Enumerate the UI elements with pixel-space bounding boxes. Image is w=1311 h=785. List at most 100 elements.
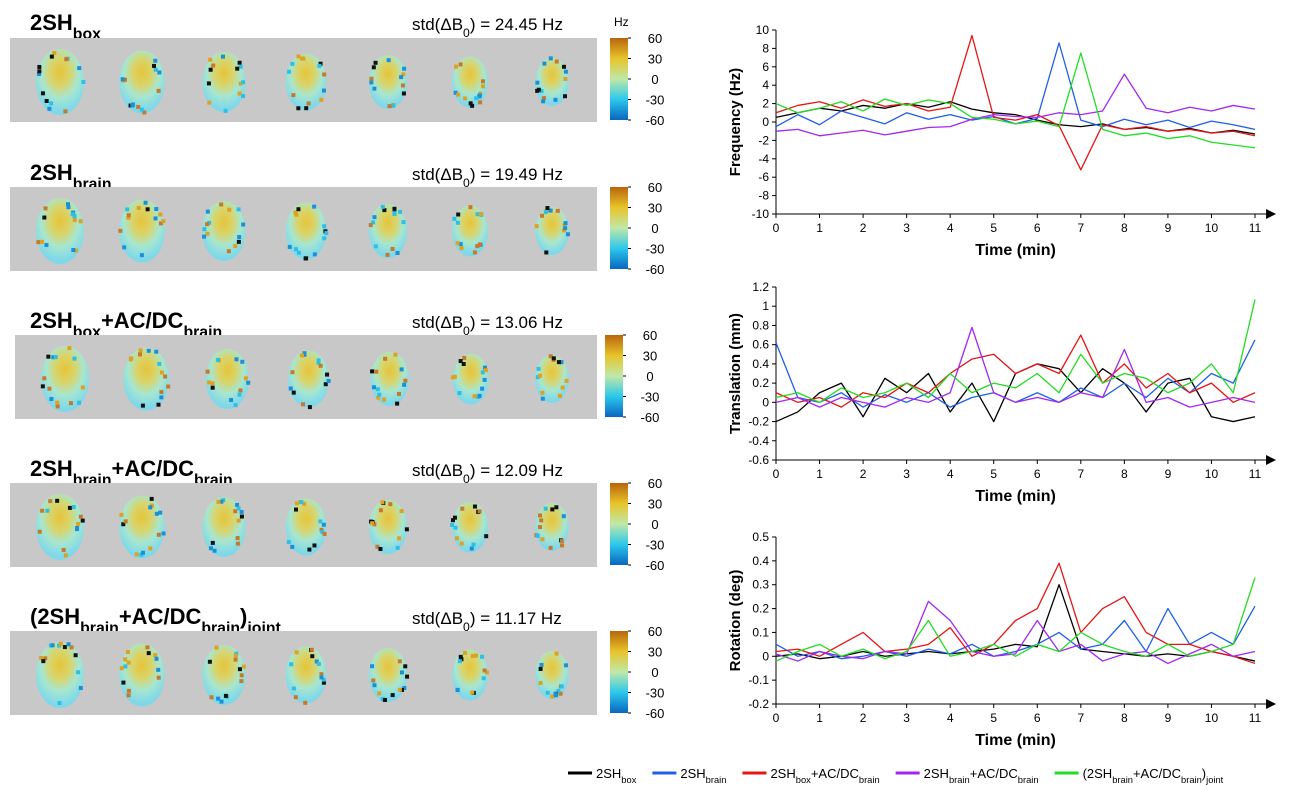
brain-voxel xyxy=(480,370,485,375)
brain-voxel xyxy=(558,691,563,696)
brain-voxel xyxy=(73,653,78,658)
brain-voxel xyxy=(538,666,543,671)
x-axis-arrow xyxy=(1266,209,1277,219)
brain-voxel xyxy=(142,110,147,115)
brain-slice xyxy=(535,651,569,699)
brain-voxel xyxy=(543,506,548,511)
brain-voxel xyxy=(159,370,164,375)
brain-voxel xyxy=(316,360,321,365)
brain-voxel xyxy=(216,499,221,504)
brain-voxel xyxy=(369,80,374,85)
brain-voxel xyxy=(215,357,220,362)
subscript: brain xyxy=(1181,775,1202,785)
brain-voxel xyxy=(480,386,485,391)
brain-voxel xyxy=(539,213,544,218)
x-tick-label: 11 xyxy=(1249,221,1262,235)
brain-voxel xyxy=(220,54,225,59)
brain-slice xyxy=(535,58,569,106)
brain-voxel xyxy=(403,664,408,669)
std-unit: Hz xyxy=(537,15,563,34)
brain-voxel xyxy=(138,348,143,353)
y-tick-label: -2 xyxy=(758,133,769,147)
brain-voxel xyxy=(455,688,460,693)
brain-voxel xyxy=(371,385,376,390)
std-label: std(ΔB0) = 12.09 Hz xyxy=(412,461,563,486)
brain-voxel xyxy=(78,219,83,224)
text-part: +AC/DC xyxy=(101,308,184,333)
colorbar-tick-label: 0 xyxy=(651,72,658,87)
brain-voxel xyxy=(233,657,238,662)
text-part: +AC/DC xyxy=(811,766,859,781)
brain-voxel xyxy=(50,643,55,648)
text-part: (2SH xyxy=(1083,766,1113,781)
y-tick-label: -0.4 xyxy=(748,434,769,448)
brain-voxel xyxy=(161,531,166,536)
brain-voxel xyxy=(401,91,406,96)
brain-voxel xyxy=(153,653,158,658)
brain-voxel xyxy=(480,654,485,659)
brain-voxel xyxy=(477,509,482,514)
brain-voxel xyxy=(219,499,224,504)
brain-voxel xyxy=(296,207,301,212)
colorbar-tick-label: -60 xyxy=(646,706,665,721)
colorbar-tick-label: 0 xyxy=(651,665,658,680)
brain-voxel xyxy=(36,240,41,245)
brain-voxel xyxy=(482,668,487,673)
brain-voxel xyxy=(296,106,301,111)
brain-slice xyxy=(119,495,165,559)
y-tick-label: 6 xyxy=(762,60,769,74)
brain-voxel xyxy=(559,360,564,365)
brain-voxel xyxy=(319,527,324,532)
brain-voxel xyxy=(539,518,544,523)
brain-voxel xyxy=(233,509,238,514)
brain-slice xyxy=(368,204,408,258)
text-part: 2SH xyxy=(924,766,949,781)
brain-voxel xyxy=(380,500,385,505)
brain-voxel xyxy=(208,546,213,551)
brain-voxel xyxy=(462,355,467,360)
brain-voxel xyxy=(166,384,171,389)
brain-voxel xyxy=(369,76,374,81)
brain-voxel xyxy=(452,374,457,379)
brain-voxel xyxy=(472,394,477,399)
brain-voxel xyxy=(378,547,383,552)
brain-slice xyxy=(36,642,84,708)
brain-voxel xyxy=(543,210,548,215)
colorbar-tick-label: -30 xyxy=(646,242,665,257)
brain-voxel xyxy=(397,659,402,664)
brain-voxel xyxy=(293,210,298,215)
brain-voxel xyxy=(126,660,131,665)
brain-voxel xyxy=(51,355,56,360)
brain-voxel xyxy=(237,667,242,672)
brain-voxel xyxy=(157,361,162,366)
x-axis-title: Time (min) xyxy=(975,488,1056,505)
brain-voxel xyxy=(156,402,161,407)
brain-voxel xyxy=(47,386,52,391)
brain-voxel xyxy=(140,403,145,408)
brain-voxel xyxy=(455,241,460,246)
brain-voxel xyxy=(223,108,228,113)
x-tick-label: 4 xyxy=(947,467,954,481)
brain-voxel xyxy=(399,367,404,372)
text-part: ) = xyxy=(470,165,495,184)
brain-voxel xyxy=(371,220,376,225)
x-tick-label: 5 xyxy=(990,221,997,235)
brain-voxel xyxy=(376,395,381,400)
colorbar-tick-label: -30 xyxy=(646,538,665,553)
brain-voxel xyxy=(207,380,212,385)
x-axis-title: Time (min) xyxy=(975,732,1056,749)
brain-voxel xyxy=(143,200,148,205)
subscript: box xyxy=(621,775,636,785)
brain-voxel xyxy=(207,100,212,105)
brain-voxel xyxy=(49,101,54,106)
brain-voxel xyxy=(395,545,400,550)
brain-voxel xyxy=(237,235,242,240)
x-tick-label: 6 xyxy=(1034,711,1041,725)
brain-voxel xyxy=(377,691,382,696)
brain-voxel xyxy=(548,56,553,61)
brain-voxel xyxy=(210,540,215,545)
brain-voxel xyxy=(73,248,78,253)
brain-voxel xyxy=(554,651,559,656)
brain-voxel xyxy=(237,91,242,96)
brain-voxel xyxy=(238,388,243,393)
